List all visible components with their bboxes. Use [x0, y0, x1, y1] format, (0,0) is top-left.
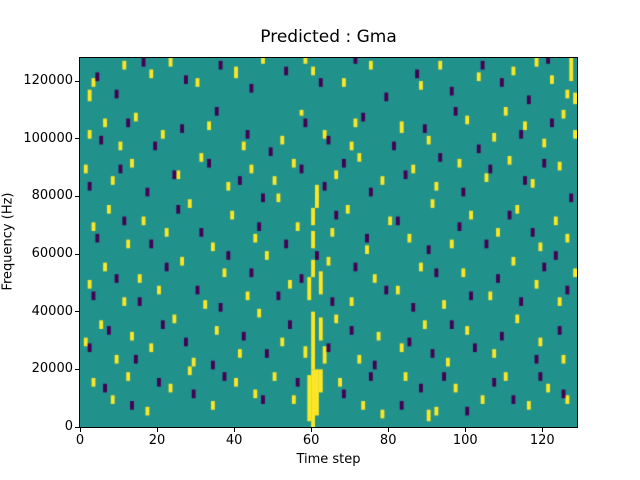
y-tick-mark [75, 253, 79, 255]
x-tick-mark [464, 428, 466, 432]
y-tick-label: 100000 [23, 130, 73, 146]
x-tick-label: 60 [302, 433, 320, 448]
x-tick-mark [310, 428, 312, 432]
x-tick-label: 40 [225, 433, 243, 448]
x-tick-mark [79, 428, 81, 432]
chart-title: Predicted : Gma [260, 27, 397, 47]
y-tick-mark [75, 138, 79, 140]
x-tick-label: 0 [75, 433, 85, 448]
y-tick-mark [75, 311, 79, 313]
x-tick-label: 80 [379, 433, 397, 448]
y-tick-label: 60000 [31, 246, 73, 262]
x-tick-label: 100 [452, 433, 478, 448]
x-tick-label: 120 [529, 433, 555, 448]
y-axis-label: Frequency (Hz) [0, 192, 16, 291]
y-tick-mark [75, 80, 79, 82]
y-tick-mark [75, 426, 79, 428]
x-tick-label: 20 [148, 433, 166, 448]
y-tick-label: 20000 [31, 361, 73, 377]
y-tick-mark [75, 195, 79, 197]
x-tick-mark [233, 428, 235, 432]
y-tick-mark [75, 368, 79, 370]
y-tick-label: 40000 [31, 303, 73, 319]
heatmap-plot-area [79, 57, 578, 428]
x-tick-mark [156, 428, 158, 432]
x-tick-mark [387, 428, 389, 432]
y-tick-label: 0 [64, 419, 73, 434]
x-tick-mark [541, 428, 543, 432]
y-tick-label: 120000 [23, 73, 73, 89]
x-axis-label: Time step [296, 452, 361, 467]
y-tick-label: 80000 [31, 188, 73, 204]
